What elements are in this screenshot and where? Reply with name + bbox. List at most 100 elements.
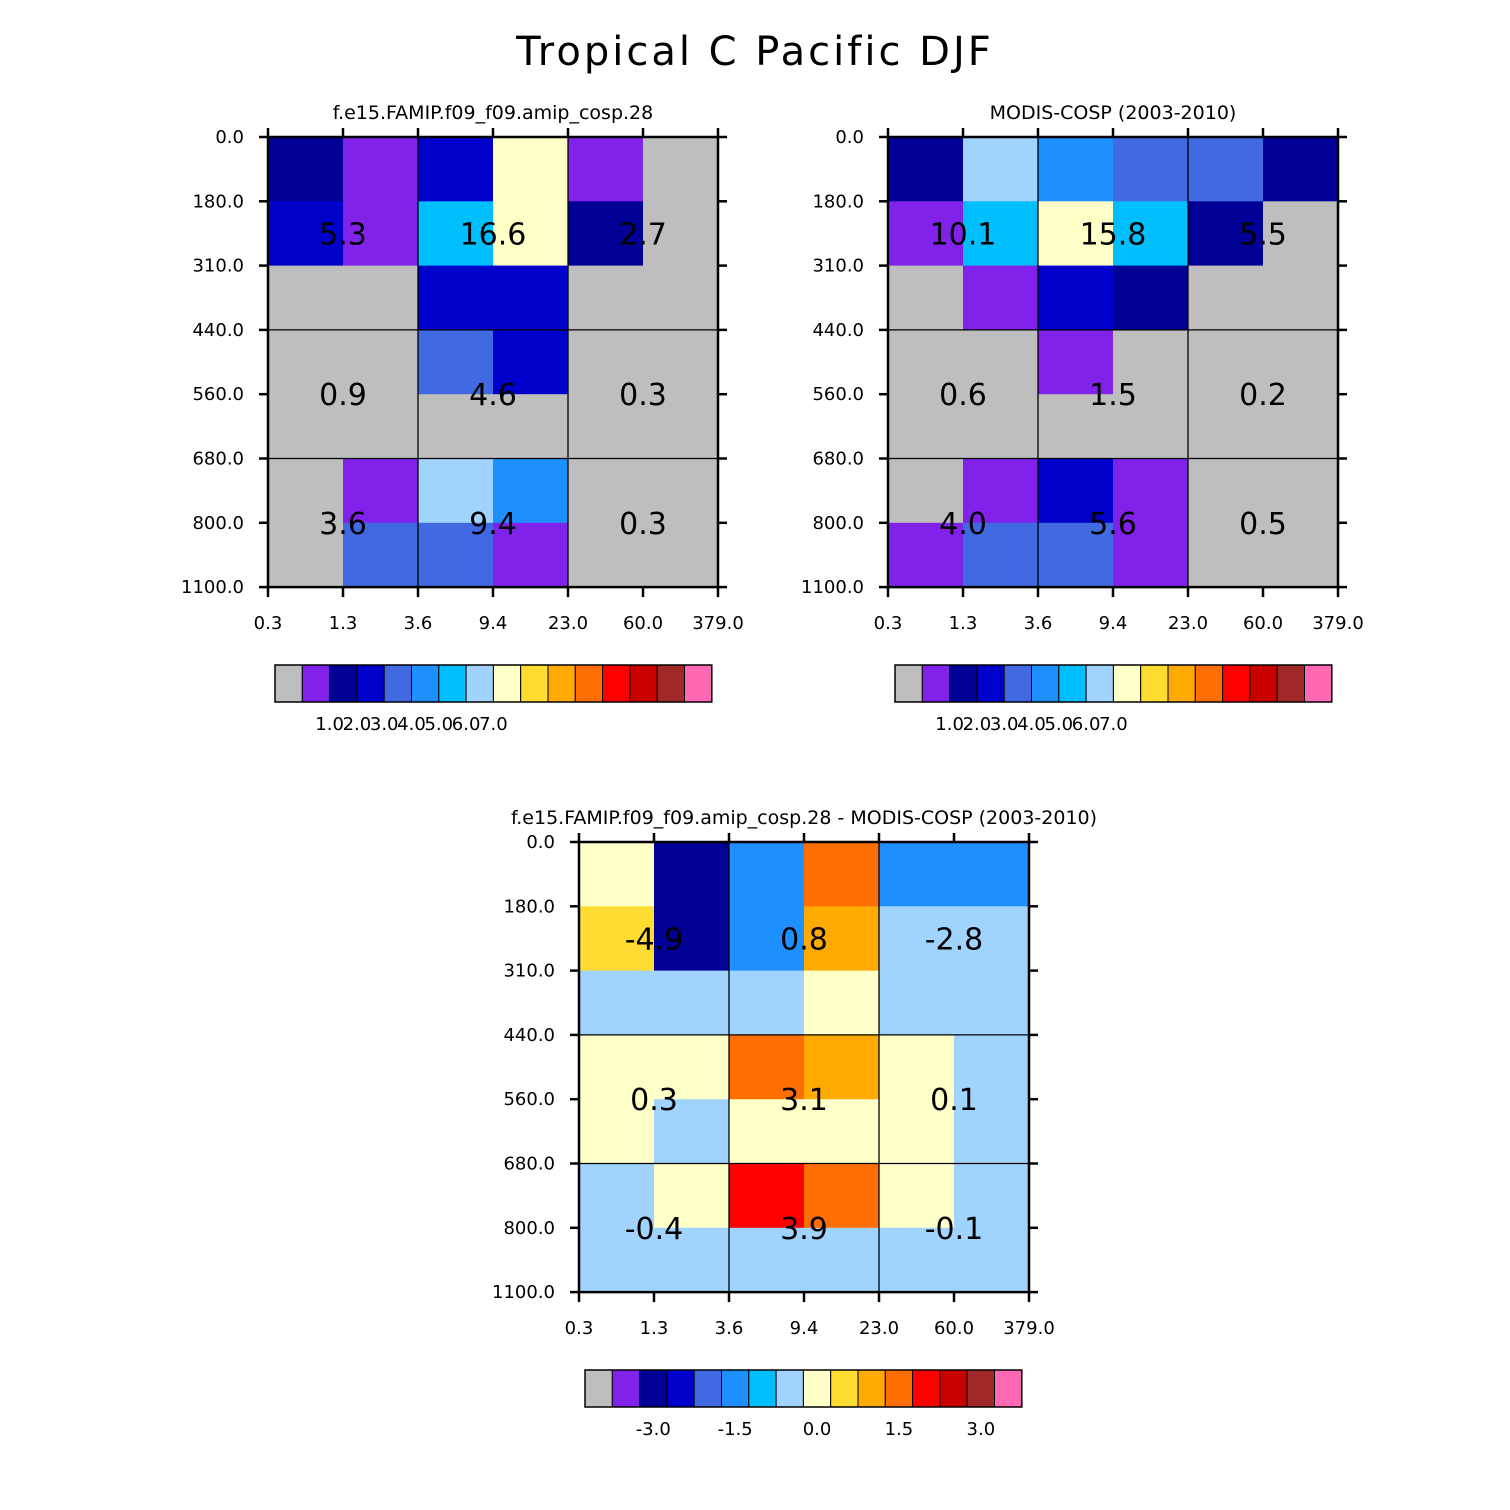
heatmap-cell [643,394,719,460]
heatmap-cell [568,201,644,267]
heatmap-cell [643,522,719,588]
heatmap-cell [643,265,719,331]
x-tick-label: 9.4 [479,613,508,634]
heatmap-cell [268,265,344,331]
heatmap-cell [418,522,494,588]
colorbar-swatch [629,664,658,703]
colorbar-label: 4.0 [397,714,426,735]
heatmap-cell [579,842,655,907]
y-tick-label: 0.0 [835,127,864,148]
colorbar-label: 6.0 [452,714,481,735]
colorbar-swatch [1167,664,1196,703]
group-total-label: 15.8 [1080,217,1147,252]
colorbar-swatch [721,1369,750,1408]
colorbar-swatch [976,664,1005,703]
x-tick-label: 23.0 [548,613,588,634]
heatmap-cell [493,137,569,202]
x-tick-label: 60.0 [1243,613,1283,634]
heatmap-cell [879,842,955,907]
colorbar-swatch [602,664,631,703]
colorbar-swatch [748,1369,777,1408]
y-tick-label: 560.0 [812,384,864,405]
y-tick-label: 560.0 [503,1089,555,1110]
colorbar-label: 5.0 [424,714,453,735]
y-tick-label: 680.0 [503,1154,555,1175]
heatmap-cell [343,394,419,460]
colorbar-swatch [775,1369,804,1408]
heatmap-cell [888,394,964,460]
heatmap-cell [268,329,344,395]
heatmap-cell [879,906,955,972]
x-tick-label: 0.3 [254,613,283,634]
heatmap-cell [888,201,964,267]
heatmap-cell [1263,265,1339,331]
colorbar-swatch [639,1369,668,1408]
colorbar-label: 1.5 [885,1419,914,1440]
y-tick-label: 1100.0 [801,577,864,598]
colorbar-swatch [1112,664,1142,703]
colorbar-swatch [966,1369,996,1408]
colorbar-swatch [666,1369,695,1408]
y-tick-label: 800.0 [812,513,864,534]
group-total-label: 4.0 [939,507,987,542]
y-tick-label: 800.0 [192,513,244,534]
heatmap-cell [1263,137,1339,202]
y-tick-label: 800.0 [503,1218,555,1239]
heatmap-cell [954,1099,1030,1165]
heatmap-cell [268,394,344,460]
group-total-label: 0.5 [1239,507,1287,542]
y-tick-label: 180.0 [192,191,244,212]
colorbar-frame [584,1369,1023,1408]
colorbar-swatch [611,1369,641,1408]
colorbar-swatch [802,1369,832,1408]
heatmap-cell [804,1163,880,1229]
heatmap-cell [1113,394,1189,460]
heatmap-cell [879,1227,955,1293]
x-tick-label: 0.3 [565,1318,594,1339]
heatmap-cell [954,1227,1030,1293]
heatmap-cell [643,329,719,395]
colorbar-swatch [301,664,331,703]
colorbar-swatch [939,1369,968,1408]
panel-1: f.e15.FAMIP.f09_f09.amip_cosp.28 0.0 180.0… [181,102,744,735]
colorbar-swatch [949,664,978,703]
heatmap-cell [888,522,964,588]
heatmap-cell [579,1163,655,1229]
heatmap-cell [643,137,719,202]
colorbar-swatch [994,1369,1023,1408]
heatmap-cell [493,329,569,395]
colorbar-swatch [830,1369,859,1408]
colorbar-label: 7.0 [1099,714,1128,735]
panel-2: MODIS-COSP (2003-2010) 0.0 180.0 310.0 440.0… [801,102,1364,735]
x-tick-label: 1.3 [329,613,358,634]
heatmap-cell [418,329,494,395]
colorbar-label: -3.0 [636,1419,671,1440]
heatmap-cell [1113,522,1189,588]
x-tick-label: 23.0 [859,1318,899,1339]
heatmap-cell [568,265,644,331]
colorbar-label: 2.0 [343,714,372,735]
colorbar-label: 3.0 [370,714,399,735]
x-tick-label: 379.0 [692,613,744,634]
heatmap-cell [954,842,1030,907]
y-tick-label: 310.0 [812,256,864,277]
colorbar-swatch [1085,664,1114,703]
heatmap-cell [268,458,344,524]
heatmap-cell [1263,522,1339,588]
colorbar-swatch [1194,664,1224,703]
group-total-label: 0.1 [930,1083,978,1118]
x-tick-label: 9.4 [1099,613,1128,634]
colorbar-swatch [411,664,440,703]
heatmap-cell [1188,265,1264,331]
heatmap-cell [729,842,805,907]
heatmap-cell [804,1227,880,1293]
heatmap-cell [568,329,644,395]
group-total-label: 3.9 [780,1212,828,1247]
colorbar-swatch [492,664,522,703]
group-total-label: 2.7 [619,217,667,252]
heatmap-cell [879,1034,955,1100]
y-tick-label: 0.0 [215,127,244,148]
heatmap-cell [654,1034,730,1100]
heatmap-cell [963,265,1039,331]
